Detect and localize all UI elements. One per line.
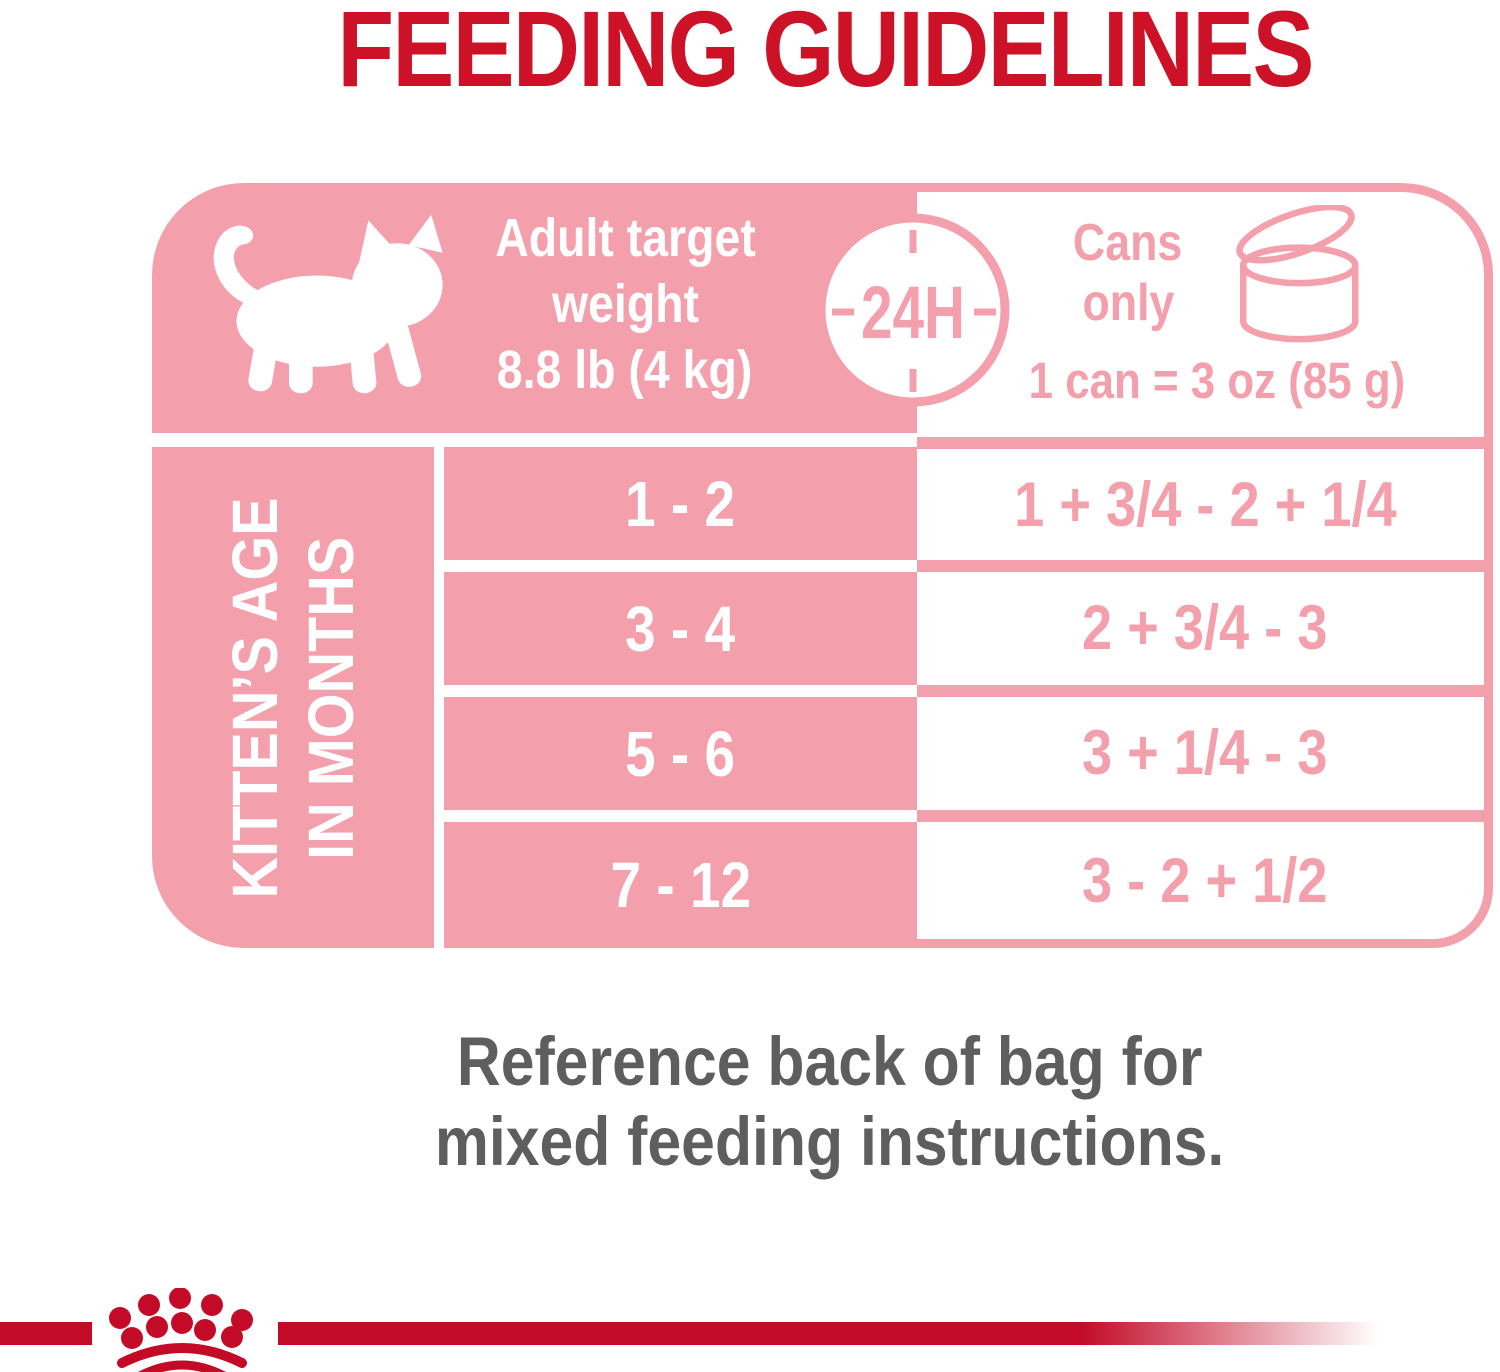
row-separator [917, 685, 1493, 697]
open-can-icon [1236, 205, 1359, 343]
cans-only-line-1: Cans [1073, 214, 1183, 272]
age-axis-column: KITTEN’S AGE IN MONTHS [152, 447, 434, 948]
adult-weight-line-1: Adult target [494, 208, 756, 268]
age-cell-2: 3 - 4 [444, 572, 917, 685]
row-separator [917, 437, 1493, 449]
cans-value-row-2: 2 + 3/4 - 3 [1082, 593, 1328, 663]
table-header-weight: Adult target weight 8.8 lb (4 kg) [152, 183, 917, 433]
feeding-table: Adult target weight 8.8 lb (4 kg) Cans o… [152, 183, 1493, 948]
footer-note: Reference back of bag for mixed feeding … [330, 1022, 1330, 1182]
adult-weight-line-2: weight [551, 274, 699, 334]
can-equivalence-label: 1 can = 3 oz (85 g) [1028, 352, 1406, 409]
brand-bar-left [0, 1322, 92, 1345]
kitten-silhouette-icon [213, 214, 443, 394]
royal-canin-crown-logo [109, 1288, 253, 1372]
cans-only-line-2: only [1082, 274, 1174, 332]
age-cell-1: 1 - 2 [444, 447, 917, 560]
row-separator [917, 810, 1493, 822]
cans-value-row-4: 3 - 2 + 1/2 [1082, 846, 1328, 916]
cans-only-label: Cans only [1037, 213, 1219, 333]
brand-bar-right [278, 1322, 1425, 1345]
age-axis-line-1: KITTEN’S AGE [219, 496, 291, 899]
footer-note-line-2: mixed feeding instructions. [435, 1103, 1225, 1180]
adult-target-weight-label: Adult target weight 8.8 lb (4 kg) [432, 205, 818, 403]
row-separator [917, 560, 1493, 572]
age-axis-line-2: IN MONTHS [295, 535, 367, 860]
page-title-text: FEEDING GUIDELINES [337, 0, 1314, 109]
clock-24h-label: 24H [861, 271, 965, 354]
clock-24h-icon: 24H [816, 213, 1010, 407]
page-title: FEEDING GUIDELINES [75, 0, 1500, 111]
age-cell-3: 5 - 6 [444, 697, 917, 810]
cans-value-row-3: 3 + 1/4 - 3 [1082, 718, 1328, 788]
age-axis-label: KITTEN’S AGE IN MONTHS [217, 475, 369, 921]
adult-weight-line-3: 8.8 lb (4 kg) [497, 340, 753, 400]
footer-note-line-1: Reference back of bag for [457, 1023, 1203, 1100]
cans-value-row-1: 1 + 3/4 - 2 + 1/4 [1013, 470, 1397, 540]
cans-column: Cans only 1 can = 3 oz (85 g) [917, 183, 1493, 948]
age-cell-4: 7 - 12 [444, 822, 917, 948]
